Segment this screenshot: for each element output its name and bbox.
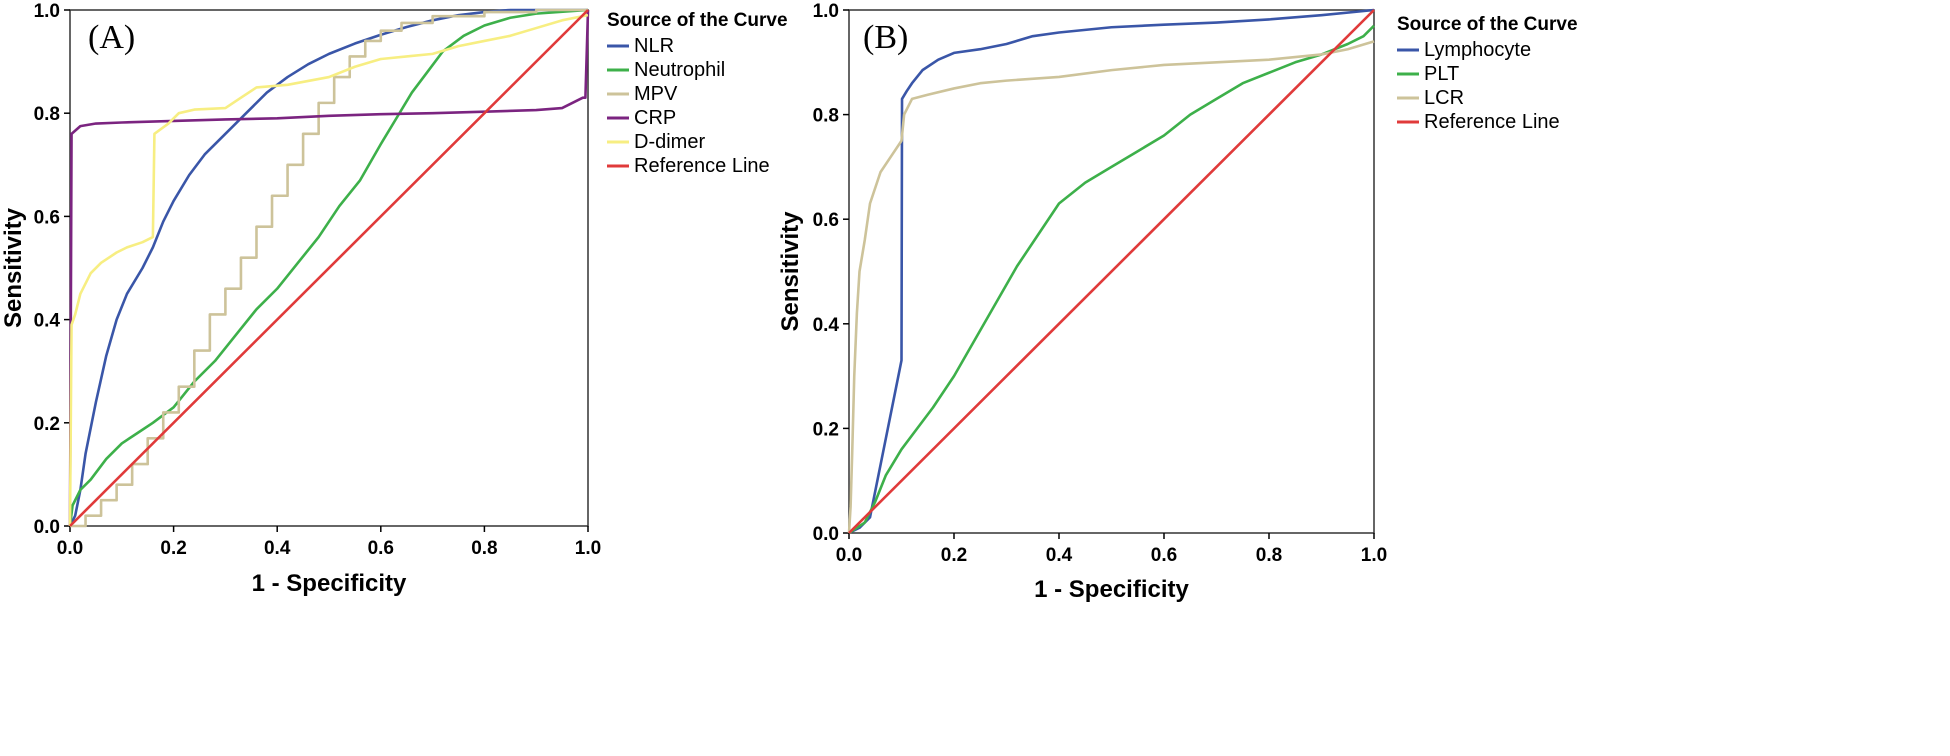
y-axis-title: Sensitivity: [0, 207, 27, 328]
series-line-crp: [68, 9, 590, 527]
series-line-lcr: [847, 40, 1375, 534]
legend-label-mpv: MPV: [634, 83, 678, 105]
panel-label: (A): [88, 19, 135, 56]
y-tick-label: 0.6: [813, 210, 839, 231]
x-tick-label: 1.0: [1361, 545, 1387, 566]
y-tick-label: 0.8: [34, 104, 60, 125]
series-line-neutrophil: [68, 8, 589, 527]
series-line-d-dimer: [68, 13, 589, 527]
legend-label-crp: CRP: [634, 107, 676, 129]
x-tick-label: 1.0: [575, 538, 601, 559]
y-tick-label: 0.2: [813, 419, 839, 440]
series-line-reference-line: [69, 9, 589, 527]
legend-label-d-dimer: D-dimer: [634, 131, 705, 153]
x-tick-label: 0.6: [368, 538, 394, 559]
x-tick-label: 0.2: [941, 545, 967, 566]
legend-label-lymphocyte: Lymphocyte: [1424, 39, 1531, 61]
legend-label-reference-line: Reference Line: [634, 155, 770, 177]
x-axis-title: 1 - Specificity: [1034, 576, 1189, 603]
legend: Source of the Curve LymphocytePLTLCRRefer…: [1397, 14, 1578, 133]
legend-title: Source of the Curve: [1397, 14, 1578, 35]
plot-frame: [848, 9, 1375, 534]
panel-b: 0.0 0.2 0.4 0.6 0.8 1.0 0.0 0.2 0.4 0.6 0.8 1.0 1 - …: [777, 1, 1578, 603]
legend-label-neutrophil: Neutrophil: [634, 59, 725, 81]
series-line-lymphocyte: [848, 8, 1375, 535]
x-tick-label: 0.8: [471, 538, 497, 559]
x-tick-label: 0.8: [1256, 545, 1282, 566]
y-tick-label: 0.8: [813, 106, 839, 127]
x-tick-label: 0.4: [1046, 545, 1073, 566]
y-tick-label: 1.0: [813, 1, 839, 22]
legend-label-lcr: LCR: [1424, 87, 1464, 109]
y-axis-title: Sensitivity: [777, 211, 804, 332]
series-line-reference-line: [848, 9, 1375, 534]
legend-label-plt: PLT: [1424, 63, 1459, 85]
legend-label-nlr: NLR: [634, 35, 674, 57]
x-axis-title: 1 - Specificity: [252, 570, 407, 597]
panel-a: 0.0 0.2 0.4 0.6 0.8 1.0 0.0 0.2 0.4 0.6 0.8 1.0 1 - …: [0, 1, 788, 597]
series-line-plt: [848, 24, 1375, 535]
x-tick-label: 0.2: [160, 538, 186, 559]
y-tick-label: 0.0: [813, 524, 839, 545]
legend-title: Source of the Curve: [607, 10, 788, 31]
x-tick-label: 0.6: [1151, 545, 1177, 566]
legend: Source of the Curve NLRNeutrophilMPVCRPD-…: [607, 10, 788, 177]
x-tick-label: 0.0: [57, 538, 83, 559]
y-tick-label: 1.0: [34, 1, 60, 22]
panel-label: (B): [863, 19, 908, 56]
y-tick-label: 0.4: [34, 311, 61, 332]
y-tick-label: 0.2: [34, 414, 60, 435]
y-tick-label: 0.0: [34, 517, 60, 538]
series-line-mpv: [70, 8, 588, 528]
y-tick-label: 0.6: [34, 207, 60, 228]
legend-label-reference-line: Reference Line: [1424, 111, 1560, 133]
x-tick-label: 0.0: [836, 545, 862, 566]
y-tick-label: 0.4: [813, 315, 840, 336]
x-tick-label: 0.4: [264, 538, 291, 559]
